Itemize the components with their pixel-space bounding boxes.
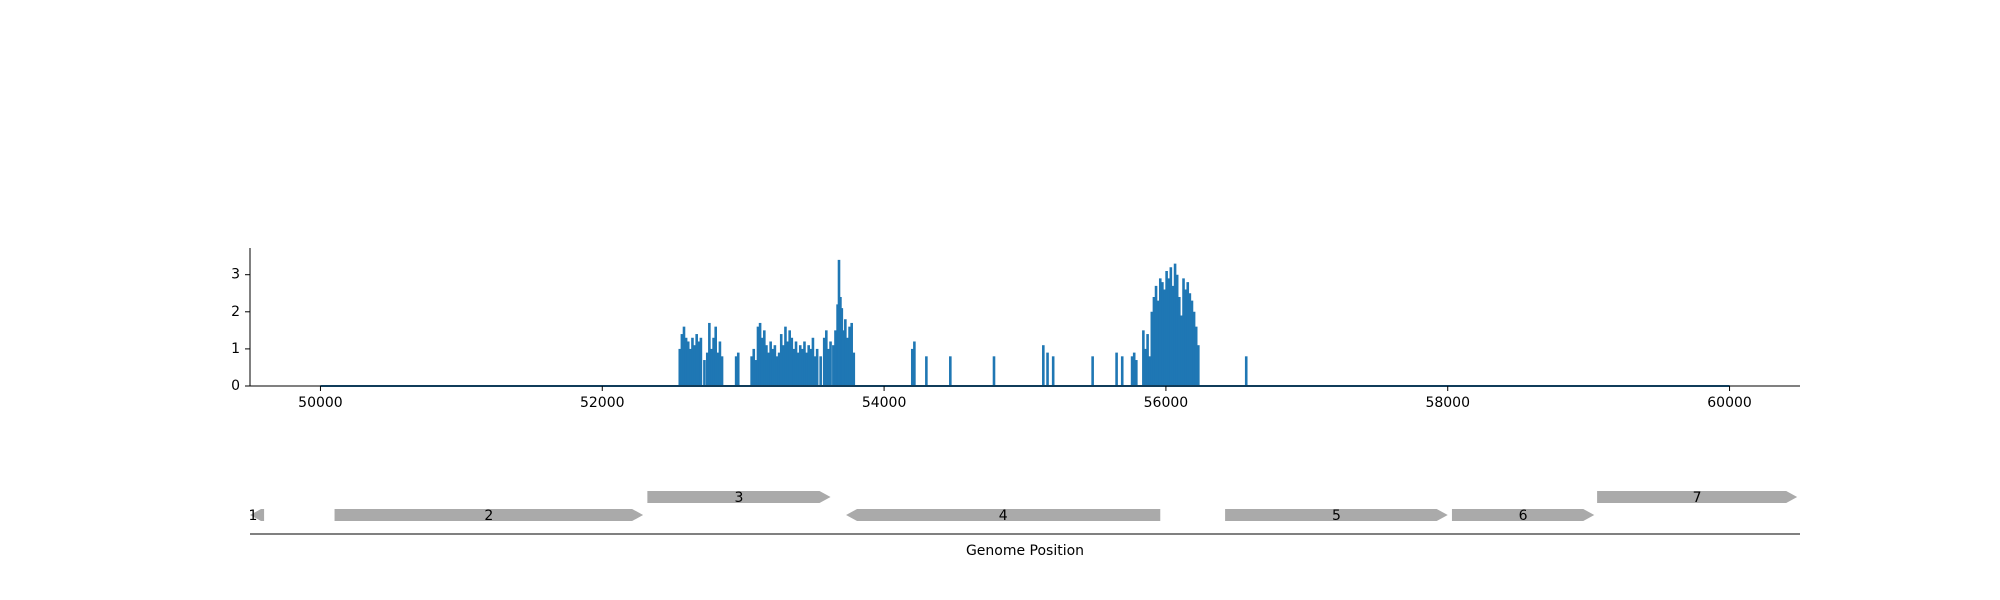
y-tick-label-2: 2	[231, 304, 240, 320]
gene-label-1: 1	[249, 508, 258, 524]
y-tick-label-3: 3	[231, 267, 240, 283]
coverage-plot: 50000 52000 54000 56000 58000 60000 0 1 2 3	[231, 248, 1800, 411]
coverage-y-ticks: 0 1 2 3	[231, 267, 250, 394]
x-tick-label-4: 58000	[1425, 395, 1470, 411]
y-tick-label-1: 1	[231, 341, 240, 357]
gene-track-x-label: Genome Position	[966, 543, 1084, 559]
coverage-series	[320, 259, 1730, 387]
gene-label-3: 3	[734, 490, 743, 506]
x-tick-label-5: 60000	[1707, 395, 1752, 411]
gene-label-2: 2	[484, 508, 493, 524]
gene-label-7: 7	[1693, 490, 1702, 506]
gene-4	[846, 509, 1161, 521]
gene-label-6: 6	[1519, 508, 1528, 524]
gene-1	[250, 509, 265, 521]
x-tick-label-3: 56000	[1144, 395, 1189, 411]
gene-3	[647, 491, 831, 503]
coverage-x-ticks: 50000 52000 54000 56000 58000 60000	[298, 386, 1752, 411]
gene-5	[1225, 509, 1448, 521]
gene-6	[1451, 509, 1595, 521]
gene-2	[334, 509, 644, 521]
y-tick-label-0: 0	[231, 378, 240, 394]
gene-label-5: 5	[1332, 508, 1341, 524]
gene-label-4: 4	[999, 508, 1008, 524]
gene-features: 1 2 3 4 5 6 7	[249, 490, 1798, 524]
x-tick-label-2: 54000	[862, 395, 907, 411]
x-tick-label-0: 50000	[298, 395, 343, 411]
x-tick-label-1: 52000	[580, 395, 625, 411]
gene-7	[1597, 491, 1798, 503]
gene-track: 1 2 3 4 5 6 7 Genome Position	[249, 490, 1800, 559]
